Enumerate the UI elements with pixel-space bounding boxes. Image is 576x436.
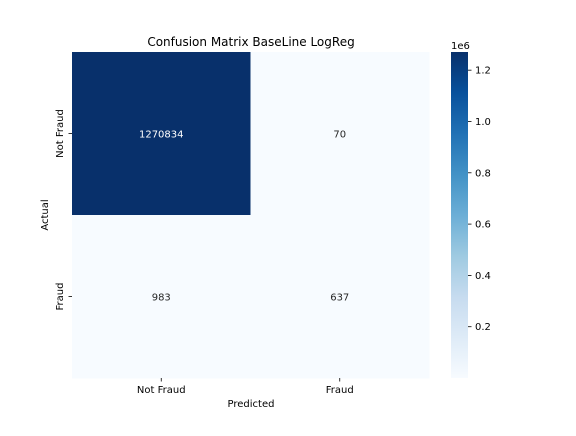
y-tick-label: Not Fraud	[55, 109, 66, 158]
x-axis-label: Predicted	[228, 399, 275, 410]
colorbar-tick-label: 0.6	[475, 220, 491, 231]
x-tick-label: Fraud	[326, 385, 354, 396]
colorbar-tick-label: 1.0	[475, 117, 491, 128]
cell-value-label: 983	[152, 293, 171, 304]
y-axis-ticks: Not Fraud Fraud	[55, 109, 72, 310]
colorbar-tick-label: 0.2	[475, 322, 491, 333]
colorbar-ticks: 0.2 0.4 0.6 0.8 1.0 1.2	[468, 66, 491, 333]
cell-value-label: 637	[330, 293, 349, 304]
colorbar-tick-label: 0.4	[475, 271, 491, 282]
heatmap-cells	[72, 52, 430, 379]
x-axis-ticks: Not Fraud Fraud	[137, 378, 354, 396]
heatmap-cell	[72, 52, 251, 216]
heatmap-cell	[250, 215, 430, 379]
cell-value-label: 1270834	[139, 130, 184, 141]
y-axis-label: Actual	[40, 199, 51, 230]
colorbar-tick-label: 1.2	[475, 66, 491, 77]
y-tick-label: Fraud	[55, 283, 66, 311]
colorbar-gradient	[451, 52, 468, 378]
colorbar: 0.2 0.4 0.6 0.8 1.0 1.2 1e6	[451, 41, 491, 378]
colorbar-offset-label: 1e6	[451, 41, 470, 52]
cell-annotations: 1270834 70 983 637	[139, 130, 349, 304]
heatmap-cell	[72, 215, 251, 379]
cell-value-label: 70	[333, 130, 346, 141]
heatmap-cell	[250, 52, 430, 216]
x-tick-label: Not Fraud	[137, 385, 186, 396]
chart-title: Confusion Matrix BaseLine LogReg	[147, 35, 354, 49]
colorbar-tick-label: 0.8	[475, 168, 491, 179]
